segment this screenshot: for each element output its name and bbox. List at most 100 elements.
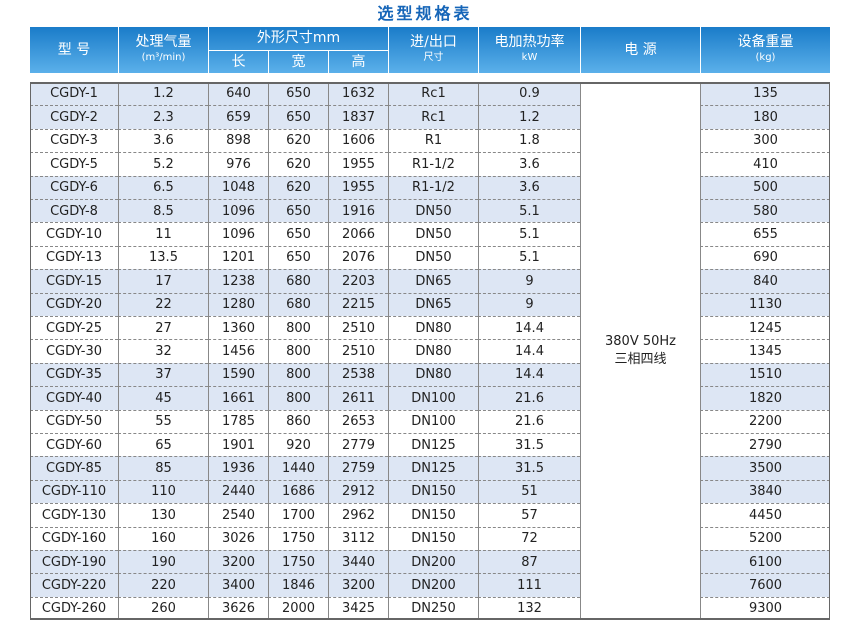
cell-text: CGDY-260: [41, 601, 107, 617]
table-cell: 9300: [700, 596, 830, 621]
cell-text: 135: [753, 86, 778, 102]
table-cell: 160: [118, 526, 208, 550]
cell-text: 2538: [341, 367, 376, 383]
table-cell: 3112: [328, 526, 388, 550]
table-cell: 57: [478, 503, 580, 527]
cell-text: 620: [286, 180, 311, 196]
table-cell: 580: [700, 199, 830, 223]
table-cell: 1820: [700, 386, 830, 410]
cell-text: 650: [286, 86, 311, 102]
table-cell: 2510: [328, 339, 388, 363]
table-cell: 650: [268, 105, 328, 129]
cell-text: (kg): [755, 52, 776, 63]
cell-text: 31.5: [515, 461, 544, 477]
cell-text: R1-1/2: [412, 180, 455, 196]
table-cell: 45: [118, 386, 208, 410]
table-cell: 620: [268, 175, 328, 199]
cell-text: 0.9: [519, 86, 540, 102]
header-cell: 外形尺寸mm: [208, 27, 388, 50]
cell-text: 380V 50Hz: [605, 334, 676, 350]
table-cell: 1846: [268, 573, 328, 597]
table-cell: 976: [208, 152, 268, 176]
cell-text: 1955: [341, 156, 376, 172]
cell-text: 1245: [748, 320, 783, 336]
table-cell: 3200: [208, 550, 268, 574]
cell-text: 580: [753, 203, 778, 219]
table-cell: 650: [268, 245, 328, 270]
table-cell: R1-1/2: [388, 152, 478, 176]
table-cell: 3026: [208, 526, 268, 550]
cell-text: 6.5: [153, 180, 174, 196]
table-cell: 860: [268, 409, 328, 433]
header-cell: 高: [328, 50, 388, 73]
cell-text: 800: [286, 320, 311, 336]
table-cell: 14.4: [478, 362, 580, 387]
header-cell: 宽: [268, 50, 328, 73]
table-cell: 32: [118, 339, 208, 363]
cell-text: kW: [521, 52, 538, 63]
cell-text: 3200: [341, 578, 376, 594]
cell-text: 650: [286, 110, 311, 126]
table-cell: 6.5: [118, 175, 208, 199]
cell-text: 1936: [221, 461, 256, 477]
table-cell: CGDY-50: [30, 409, 118, 433]
table-cell: 1096: [208, 222, 268, 246]
table-cell: 1130: [700, 292, 830, 316]
table-cell: 27: [118, 316, 208, 340]
cell-text: 处理气量: [135, 34, 192, 50]
table-cell: DN100: [388, 386, 478, 410]
cell-text: 1632: [341, 86, 376, 102]
cell-text: 14.4: [515, 367, 544, 383]
cell-text: 2076: [341, 250, 376, 266]
cell-text: CGDY-50: [45, 414, 103, 430]
cell-text: CGDY-15: [45, 273, 103, 289]
cell-text: 1916: [341, 203, 376, 219]
cell-text: 电 源: [624, 41, 657, 58]
header-cell: 设备重量 (kg): [700, 27, 830, 73]
table-cell: 2510: [328, 316, 388, 340]
cell-text: 2611: [341, 390, 376, 406]
table-cell: 680: [268, 292, 328, 316]
table-cell: CGDY-25: [30, 316, 118, 339]
table-cell: 2200: [700, 409, 830, 433]
table-cell: 22: [118, 292, 208, 316]
cell-text: CGDY-5: [50, 156, 98, 172]
table-cell: 7600: [700, 573, 830, 597]
cell-text: DN50: [415, 250, 452, 266]
table-cell: 1345: [700, 339, 830, 363]
cell-text: 110: [151, 484, 176, 500]
cell-text: 920: [286, 437, 311, 453]
cell-text: 1820: [748, 390, 783, 406]
cell-text: 659: [226, 110, 251, 126]
cell-text: 2215: [341, 297, 376, 313]
cell-text: 高: [351, 53, 366, 70]
cell-text: 1606: [341, 133, 376, 149]
cell-text: 3.6: [519, 180, 540, 196]
table-cell: CGDY-35: [30, 362, 118, 387]
cell-text: 220: [151, 578, 176, 594]
cell-text: CGDY-35: [45, 367, 103, 383]
cell-text: 1096: [221, 203, 256, 219]
cell-text: CGDY-60: [45, 437, 103, 453]
table-cell: 1.2: [118, 82, 208, 106]
cell-text: 2200: [748, 414, 783, 430]
table-cell: CGDY-5: [30, 152, 118, 175]
cell-text: 1360: [221, 320, 256, 336]
table-cell: DN50: [388, 245, 478, 270]
cell-text: 3.6: [153, 133, 174, 149]
cell-text: DN150: [411, 507, 456, 523]
cell-text: 1750: [281, 554, 316, 570]
table-cell: 2.3: [118, 105, 208, 129]
cell-text: 14.4: [515, 344, 544, 360]
cell-text: 1.2: [519, 110, 540, 126]
table-cell: CGDY-2: [30, 105, 118, 129]
table-cell: 5.1: [478, 199, 580, 223]
cell-text: CGDY-130: [41, 507, 107, 523]
table-cell: 620: [268, 128, 328, 153]
cell-text: 2962: [341, 507, 376, 523]
cell-text: DN125: [411, 461, 456, 477]
cell-text: R1-1/2: [412, 156, 455, 172]
header-cell: 型 号: [30, 27, 118, 73]
table-cell: 2215: [328, 292, 388, 316]
cell-text: 1345: [748, 344, 783, 360]
